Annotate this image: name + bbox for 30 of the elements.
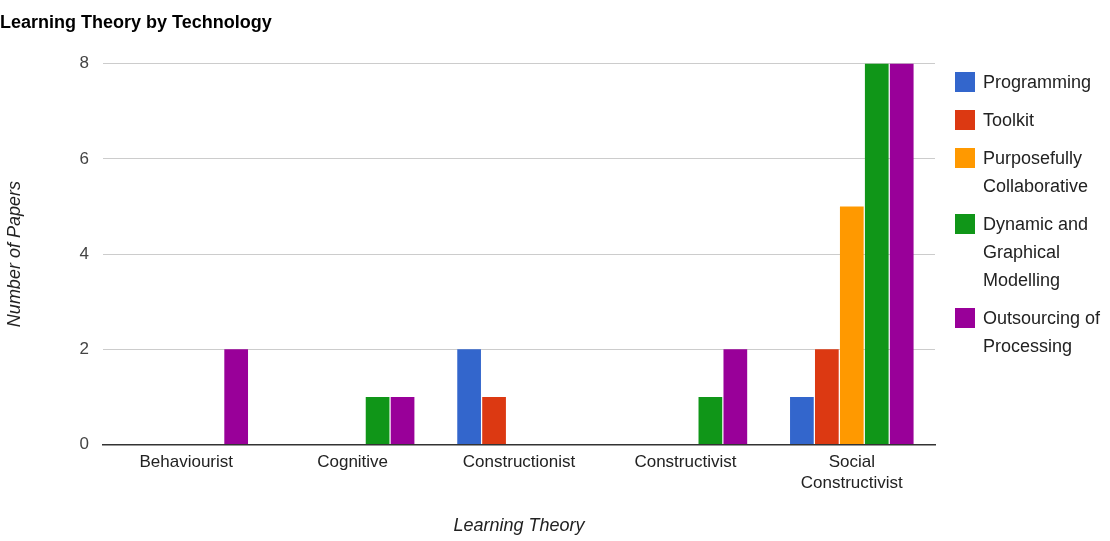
bar bbox=[698, 396, 723, 445]
bar bbox=[790, 396, 814, 445]
y-tick-label: 8 bbox=[79, 53, 90, 73]
bar bbox=[864, 63, 889, 445]
bar bbox=[390, 396, 415, 445]
x-tick-label: Behaviourist bbox=[139, 452, 234, 472]
y-axis-title: Number of Papers bbox=[3, 181, 24, 328]
bar bbox=[839, 206, 864, 445]
x-axis-title: Learning Theory bbox=[453, 515, 586, 536]
y-tick-label: 4 bbox=[79, 243, 90, 263]
legend-label: Purposefully Collaborative bbox=[983, 147, 1090, 198]
bar bbox=[814, 349, 839, 445]
legend-label: Toolkit bbox=[983, 109, 1035, 132]
x-tick-label: Constructionist bbox=[462, 452, 576, 472]
legend-label: Dynamic and Graphical Modelling bbox=[983, 213, 1090, 292]
bar bbox=[889, 63, 914, 445]
x-tick-label: Social Constructivist bbox=[800, 452, 904, 492]
x-tick-label: Cognitive bbox=[317, 452, 389, 472]
y-tick-label: 6 bbox=[79, 148, 90, 168]
bar bbox=[224, 349, 249, 445]
legend-label: Outsourcing of Processing bbox=[983, 307, 1102, 358]
bar bbox=[723, 349, 748, 445]
legend-label: Programming bbox=[983, 71, 1092, 94]
x-tick-label: Constructivist bbox=[634, 452, 737, 472]
bar bbox=[365, 396, 390, 445]
bar bbox=[457, 349, 481, 445]
bar bbox=[482, 396, 506, 445]
y-tick-label: 0 bbox=[79, 434, 90, 454]
y-tick-label: 2 bbox=[79, 339, 90, 359]
chart-title: Learning Theory by Technology bbox=[0, 11, 272, 32]
